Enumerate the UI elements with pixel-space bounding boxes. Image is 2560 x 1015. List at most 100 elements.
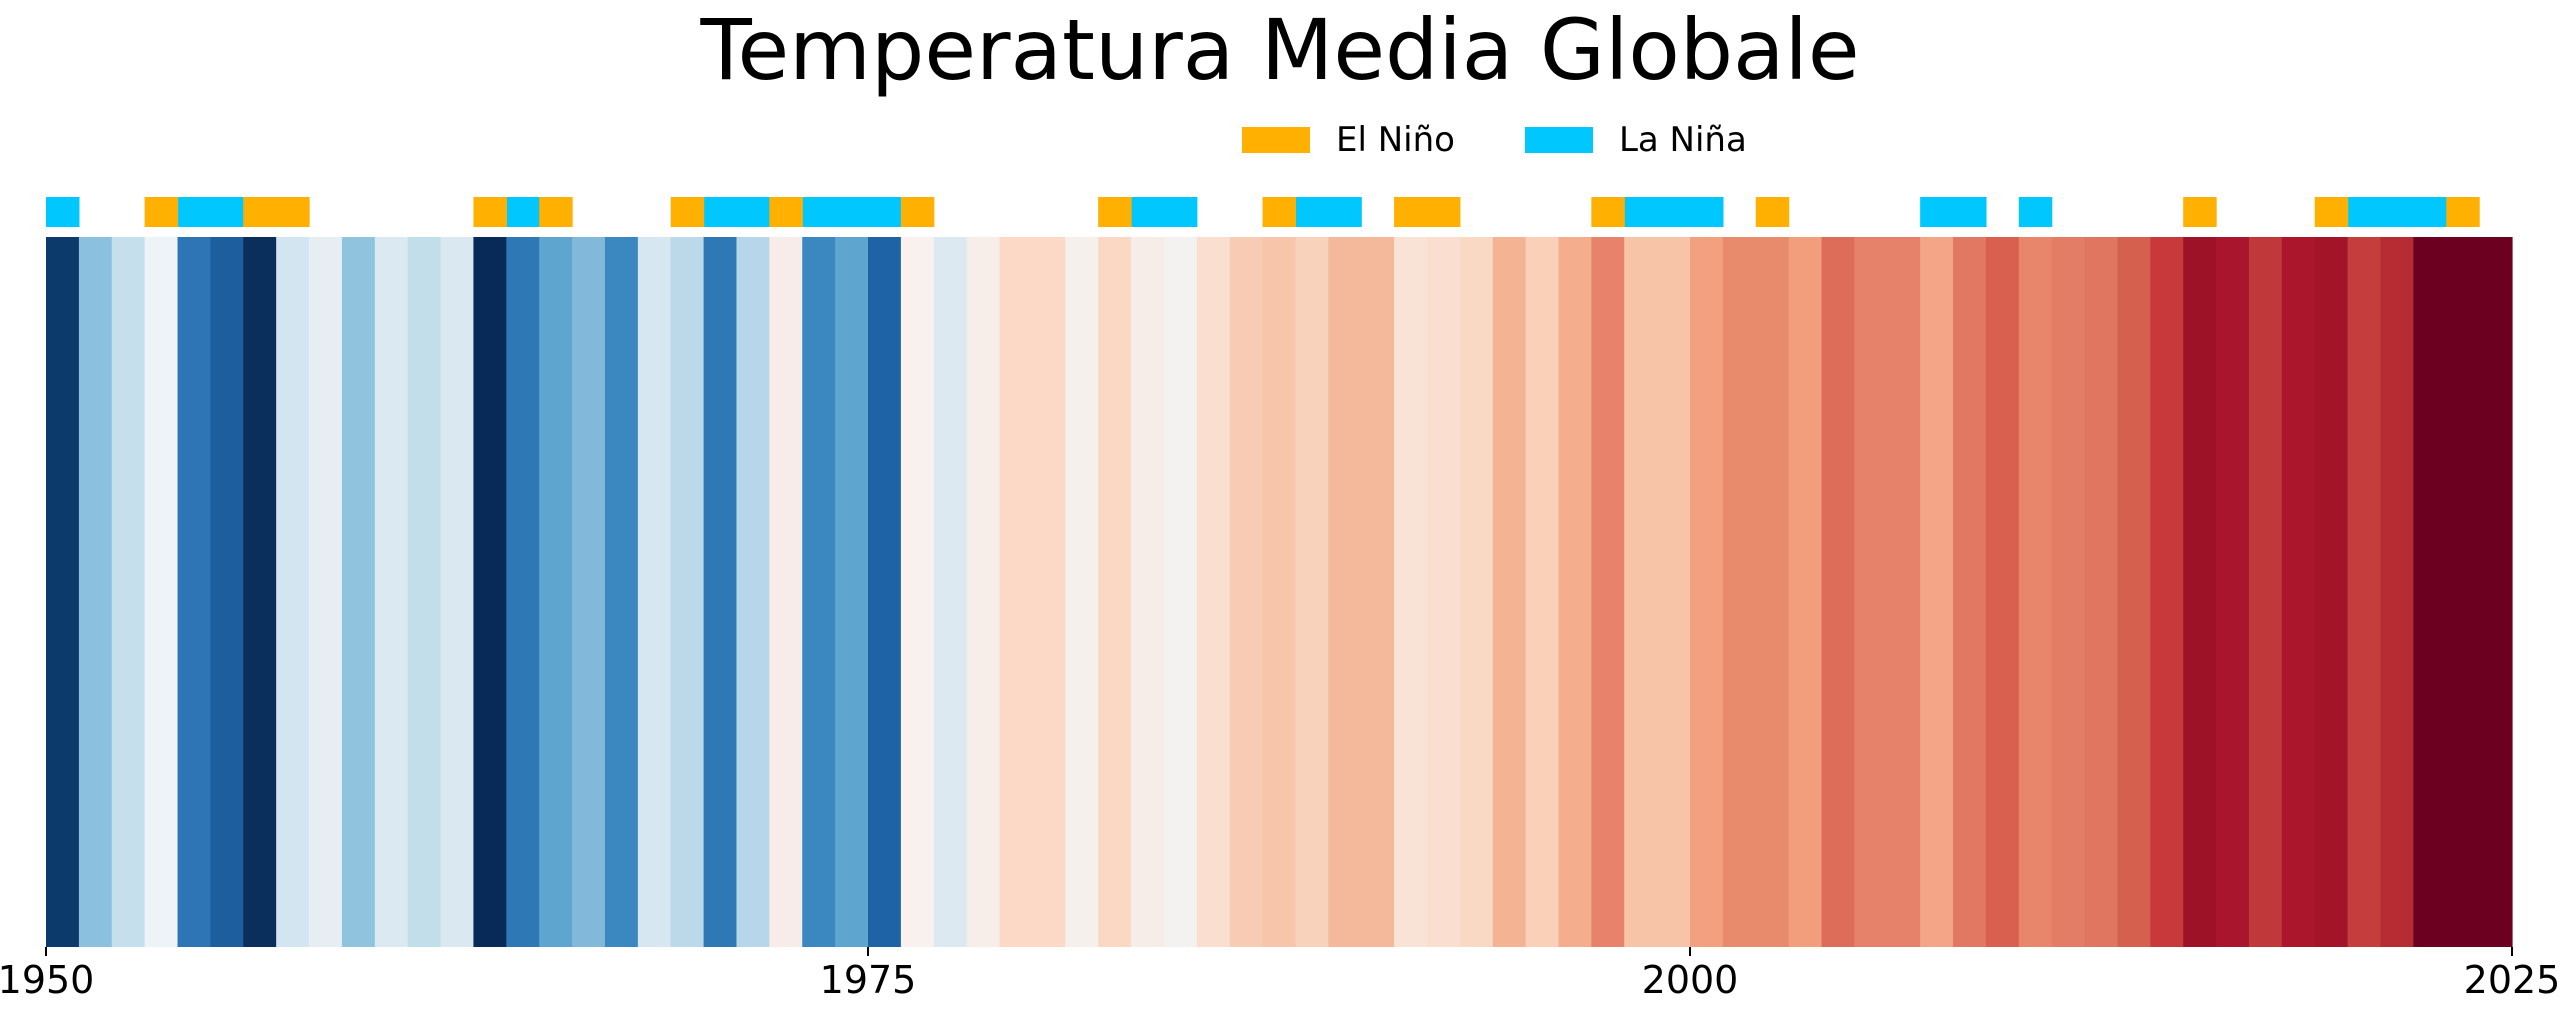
stripe-1999 bbox=[1657, 237, 1691, 947]
stripe-2007 bbox=[1920, 237, 1954, 947]
stripe-1957 bbox=[276, 237, 310, 947]
la-nina-bar-2020 bbox=[2347, 197, 2382, 227]
la-nina-bar-1954 bbox=[177, 197, 211, 227]
x-tick-label-1950: 1950 bbox=[0, 958, 94, 1002]
stripe-2018 bbox=[2281, 237, 2316, 947]
el-nino-bar-1992 bbox=[1426, 197, 1461, 227]
stripe-1969 bbox=[670, 237, 705, 947]
stripe-1989 bbox=[1328, 237, 1362, 947]
stripe-2012 bbox=[2084, 237, 2119, 947]
stripe-1975 bbox=[868, 237, 902, 947]
stripe-2014 bbox=[2150, 237, 2184, 947]
el-nino-bar-1997 bbox=[1591, 197, 1625, 227]
stripe-2008 bbox=[1953, 237, 1987, 947]
stripe-1958 bbox=[309, 237, 343, 947]
x-tick-label-1975: 1975 bbox=[820, 958, 917, 1002]
stripe-1972 bbox=[769, 237, 803, 947]
stripe-1988 bbox=[1295, 237, 1329, 947]
stripe-1968 bbox=[637, 237, 672, 947]
la-nina-bar-1955 bbox=[210, 197, 244, 227]
stripe-2000 bbox=[1690, 237, 1724, 947]
stripe-1959 bbox=[341, 237, 376, 947]
stripe-1991 bbox=[1394, 237, 1428, 947]
stripe-1993 bbox=[1459, 237, 1494, 947]
stripe-2005 bbox=[1854, 237, 1888, 947]
la-nina-bar-1964 bbox=[506, 197, 540, 227]
stripe-1956 bbox=[243, 237, 277, 947]
la-nina-bar-2007 bbox=[1920, 197, 1954, 227]
el-nino-bar-2023 bbox=[2446, 197, 2480, 227]
la-nina-bar-2022 bbox=[2413, 197, 2447, 227]
el-nino-bar-1972 bbox=[769, 197, 803, 227]
stripe-1978 bbox=[966, 237, 1001, 947]
la-nina-bar-1989 bbox=[1328, 197, 1362, 227]
stripe-1966 bbox=[572, 237, 606, 947]
stripe-2010 bbox=[2018, 237, 2053, 947]
la-nina-bar-1988 bbox=[1295, 197, 1329, 227]
stripe-2009 bbox=[1985, 237, 2020, 947]
stripe-1990 bbox=[1361, 237, 1395, 947]
la-nina-bar-1999 bbox=[1657, 197, 1691, 227]
el-nino-bar-2002 bbox=[1755, 197, 1790, 227]
el-nino-bar-1982 bbox=[1098, 197, 1132, 227]
la-nina-bar-1974 bbox=[835, 197, 869, 227]
legend-label-el-nino: El Niño bbox=[1336, 120, 1455, 160]
stripe-1994 bbox=[1492, 237, 1527, 947]
la-nina-bar-1971 bbox=[736, 197, 770, 227]
stripe-1987 bbox=[1262, 237, 1297, 947]
el-nino-bar-1957 bbox=[276, 197, 310, 227]
el-nino-swatch bbox=[1242, 127, 1310, 153]
stripe-2022 bbox=[2413, 237, 2447, 947]
stripe-1955 bbox=[210, 237, 244, 947]
stripe-1951 bbox=[78, 237, 113, 947]
el-nino-bar-1963 bbox=[473, 197, 507, 227]
stripe-1998 bbox=[1624, 237, 1658, 947]
stripe-2015 bbox=[2183, 237, 2217, 947]
stripe-1985 bbox=[1196, 237, 1231, 947]
la-nina-swatch bbox=[1524, 127, 1593, 153]
x-tick-label-2000: 2000 bbox=[1642, 958, 1739, 1002]
stripe-1983 bbox=[1131, 237, 1165, 947]
stripe-1992 bbox=[1426, 237, 1461, 947]
el-nino-bar-1965 bbox=[539, 197, 573, 227]
stripe-2006 bbox=[1887, 237, 1921, 947]
stripe-1986 bbox=[1229, 237, 1264, 947]
stripe-1953 bbox=[144, 237, 179, 947]
la-nina-bar-1998 bbox=[1624, 197, 1658, 227]
el-nino-bar-1987 bbox=[1262, 197, 1297, 227]
la-nina-bar-1975 bbox=[868, 197, 902, 227]
la-nina-bar-2010 bbox=[2018, 197, 2053, 227]
legend: El Niño La Niña bbox=[1242, 120, 1817, 160]
stripe-2024 bbox=[2479, 237, 2513, 947]
el-nino-bar-1991 bbox=[1394, 197, 1428, 227]
stripe-1979 bbox=[999, 237, 1033, 947]
stripe-2021 bbox=[2380, 237, 2414, 947]
stripe-2020 bbox=[2347, 237, 2382, 947]
legend-label-la-nina: La Niña bbox=[1618, 120, 1747, 160]
stripe-1962 bbox=[440, 237, 475, 947]
el-nino-bar-2019 bbox=[2314, 197, 2349, 227]
stripe-2002 bbox=[1755, 237, 1790, 947]
chart-title: Temperatura Media Globale bbox=[700, 1, 1860, 99]
legend-item-la-nina: La Niña bbox=[1524, 120, 1747, 160]
stripe-1950 bbox=[46, 237, 80, 947]
stripe-2003 bbox=[1788, 237, 1823, 947]
la-nina-bar-1950 bbox=[46, 197, 80, 227]
la-nina-bar-1984 bbox=[1163, 197, 1198, 227]
stripe-1980 bbox=[1032, 237, 1066, 947]
stripe-2023 bbox=[2446, 237, 2480, 947]
la-nina-bar-2021 bbox=[2380, 197, 2414, 227]
stripe-2004 bbox=[1821, 237, 1855, 947]
stripe-2013 bbox=[2117, 237, 2151, 947]
stripe-2019 bbox=[2314, 237, 2349, 947]
el-nino-bar-1956 bbox=[243, 197, 277, 227]
el-nino-bar-1976 bbox=[900, 197, 935, 227]
stripe-1971 bbox=[736, 237, 770, 947]
stripe-1997 bbox=[1591, 237, 1625, 947]
stripe-1970 bbox=[703, 237, 738, 947]
stripe-1976 bbox=[900, 237, 935, 947]
stripe-1995 bbox=[1525, 237, 1560, 947]
stripe-2001 bbox=[1722, 237, 1757, 947]
stripe-1996 bbox=[1558, 237, 1592, 947]
